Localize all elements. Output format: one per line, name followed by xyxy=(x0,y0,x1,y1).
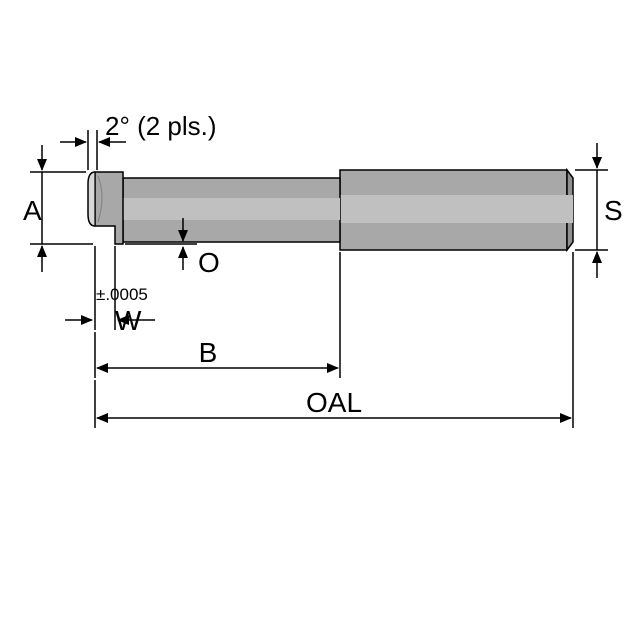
label-O: O xyxy=(198,247,220,278)
technical-drawing: 2° (2 pls.) A S O ±.0005 W xyxy=(0,0,640,640)
tolerance-label: ±.0005 xyxy=(96,285,148,304)
label-A: A xyxy=(23,195,42,226)
label-W: W xyxy=(115,305,142,336)
tool-head xyxy=(88,172,123,244)
dimension-S: S xyxy=(575,143,623,278)
dimension-A: A xyxy=(23,145,93,272)
dimension-OAL: OAL xyxy=(95,252,573,428)
shank-highlight xyxy=(340,195,573,223)
label-B: B xyxy=(199,337,218,368)
neck-highlight xyxy=(123,198,340,220)
angle-annotation: 2° (2 pls.) xyxy=(60,111,217,170)
diagram-container: 2° (2 pls.) A S O ±.0005 W xyxy=(0,0,640,640)
label-S: S xyxy=(604,195,623,226)
angle-label: 2° (2 pls.) xyxy=(105,111,217,141)
label-OAL: OAL xyxy=(306,387,362,418)
